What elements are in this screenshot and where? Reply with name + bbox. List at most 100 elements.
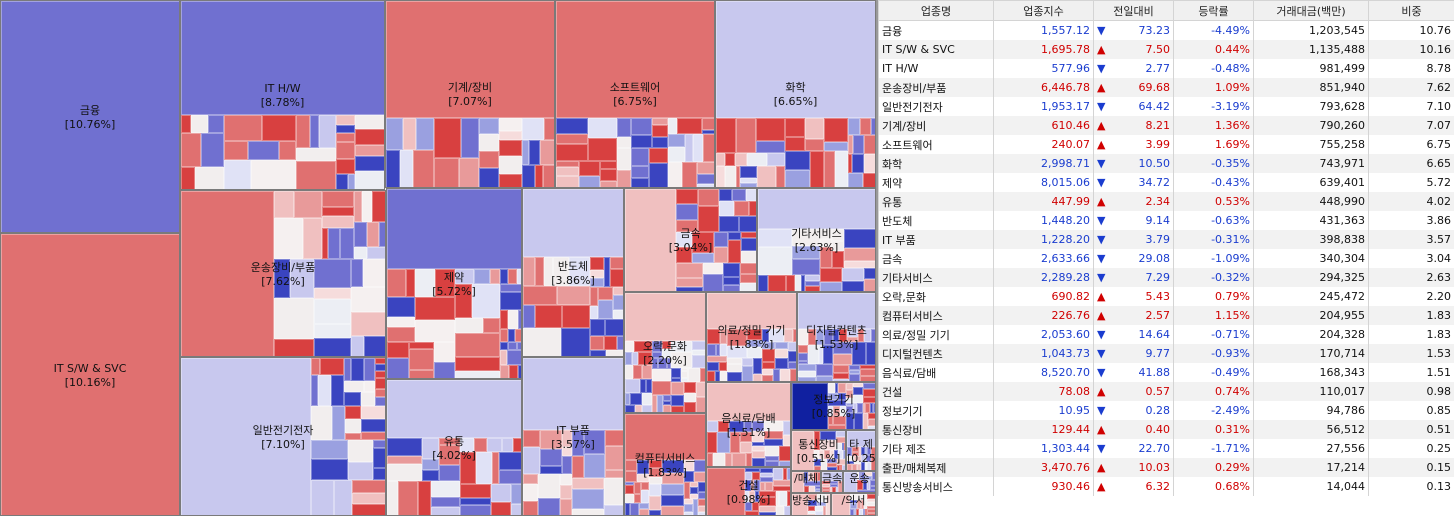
stock-tile[interactable] xyxy=(751,480,754,491)
stock-tile[interactable] xyxy=(720,329,727,344)
stock-tile[interactable] xyxy=(418,481,431,515)
stock-tile[interactable] xyxy=(838,481,842,492)
stock-tile[interactable] xyxy=(852,154,864,173)
stock-tile[interactable] xyxy=(847,337,858,342)
stock-tile[interactable] xyxy=(860,376,875,381)
stock-tile[interactable] xyxy=(625,482,634,485)
stock-tile[interactable] xyxy=(768,275,786,291)
stock-tile[interactable] xyxy=(864,500,867,509)
stock-tile[interactable] xyxy=(740,178,757,183)
sector-name-cell[interactable]: 정보기기 xyxy=(878,401,994,420)
stock-tile[interactable] xyxy=(692,350,705,355)
stock-tile[interactable] xyxy=(355,115,384,129)
stock-tile[interactable] xyxy=(830,481,838,484)
table-row[interactable]: 컴퓨터서비스 226.76 ▲ 2.57 1.15% 204,955 1.83 xyxy=(878,306,1454,325)
sector-block-pub[interactable]: /매체 xyxy=(791,471,821,493)
stock-tile[interactable] xyxy=(754,480,760,491)
stock-tile[interactable] xyxy=(676,204,698,220)
stock-tile[interactable] xyxy=(560,499,572,515)
stock-tile[interactable] xyxy=(693,499,698,515)
stock-tile[interactable] xyxy=(682,162,697,187)
stock-tile-large[interactable] xyxy=(387,380,521,438)
stock-tile[interactable] xyxy=(864,135,875,154)
stock-tile[interactable] xyxy=(684,393,696,402)
stock-tile[interactable] xyxy=(511,504,521,515)
stock-tile[interactable] xyxy=(364,336,385,356)
stock-tile[interactable] xyxy=(822,481,830,484)
stock-tile[interactable] xyxy=(833,416,846,425)
stock-tile-large[interactable] xyxy=(1,234,179,515)
stock-tile[interactable] xyxy=(311,375,318,406)
stock-tile[interactable] xyxy=(499,140,522,156)
stock-tile[interactable] xyxy=(838,393,846,400)
stock-tile[interactable] xyxy=(863,413,868,429)
stock-tile[interactable] xyxy=(744,421,752,432)
stock-tile[interactable] xyxy=(544,257,553,286)
sector-name-cell[interactable]: 유통 xyxy=(878,192,994,211)
stock-tile[interactable] xyxy=(617,148,631,170)
sector-block-etcmfg[interactable]: 타 제[0.25%] xyxy=(846,430,876,471)
stock-tile[interactable] xyxy=(824,450,830,459)
stock-tile[interactable] xyxy=(810,151,824,187)
stock-tile[interactable] xyxy=(793,329,796,342)
stock-tile[interactable] xyxy=(725,166,736,187)
stock-tile[interactable] xyxy=(556,134,588,144)
stock-tile[interactable] xyxy=(745,502,752,511)
stock-tile[interactable] xyxy=(336,142,355,159)
stock-tile[interactable] xyxy=(684,512,693,515)
stock-tile[interactable] xyxy=(455,357,500,371)
stock-tile[interactable] xyxy=(798,345,808,353)
stock-tile[interactable] xyxy=(455,284,472,318)
stock-tile[interactable] xyxy=(351,358,364,381)
stock-tile[interactable] xyxy=(824,151,835,187)
stock-tile[interactable] xyxy=(858,329,864,342)
stock-tile[interactable] xyxy=(827,467,837,470)
stock-tile[interactable] xyxy=(625,352,632,365)
stock-tile[interactable] xyxy=(780,369,790,381)
stock-tile[interactable] xyxy=(838,450,843,459)
stock-tile[interactable] xyxy=(775,342,788,349)
stock-tile[interactable] xyxy=(867,494,875,499)
stock-tile[interactable] xyxy=(630,393,642,405)
stock-tile[interactable] xyxy=(832,241,844,251)
stock-tile[interactable] xyxy=(854,456,861,461)
stock-tile[interactable] xyxy=(336,159,355,174)
stock-tile[interactable] xyxy=(828,400,846,406)
stock-tile[interactable] xyxy=(590,287,598,306)
stock-tile[interactable] xyxy=(833,373,849,379)
stock-tile[interactable] xyxy=(345,406,361,419)
sector-name-cell[interactable]: IT H/W xyxy=(878,59,994,78)
stock-tile[interactable] xyxy=(843,450,845,459)
stock-tile[interactable] xyxy=(336,174,348,189)
stock-tile[interactable] xyxy=(479,134,499,151)
stock-tile[interactable] xyxy=(833,329,839,342)
stock-tile[interactable] xyxy=(819,345,823,364)
stock-tile[interactable] xyxy=(827,459,837,463)
stock-tile[interactable] xyxy=(351,312,385,336)
stock-tile[interactable] xyxy=(523,474,538,484)
stock-tile[interactable] xyxy=(846,383,853,390)
stock-tile[interactable] xyxy=(759,506,776,512)
table-row[interactable]: 출판/매체복제 3,470.76 ▲ 10.03 0.29% 17,214 0.15 xyxy=(878,458,1454,477)
stock-tile[interactable] xyxy=(661,484,684,495)
stock-tile-large[interactable] xyxy=(798,293,875,329)
stock-tile-large[interactable] xyxy=(832,494,850,515)
stock-tile[interactable] xyxy=(844,443,845,450)
sector-block-digi[interactable]: 디지털컨텐츠 [1.53%] xyxy=(797,292,876,382)
stock-tile[interactable] xyxy=(854,413,863,429)
stock-tile[interactable] xyxy=(861,447,865,455)
stock-tile[interactable] xyxy=(387,438,422,456)
stock-tile[interactable] xyxy=(788,351,796,362)
stock-tile[interactable] xyxy=(355,145,384,156)
header-volume[interactable]: 거래대금(백만) xyxy=(1253,0,1369,21)
stock-tile[interactable] xyxy=(344,381,364,392)
stock-tile[interactable] xyxy=(785,151,810,170)
stock-tile[interactable] xyxy=(753,358,762,374)
stock-tile[interactable] xyxy=(677,118,702,134)
sector-block-comsvc[interactable]: 컴퓨터서비스 [1.83%] xyxy=(624,413,706,516)
stock-tile[interactable] xyxy=(540,449,562,466)
stock-tile[interactable] xyxy=(835,383,838,393)
stock-tile[interactable] xyxy=(822,484,830,487)
stock-tile[interactable] xyxy=(336,125,355,133)
stock-tile[interactable] xyxy=(846,413,854,429)
